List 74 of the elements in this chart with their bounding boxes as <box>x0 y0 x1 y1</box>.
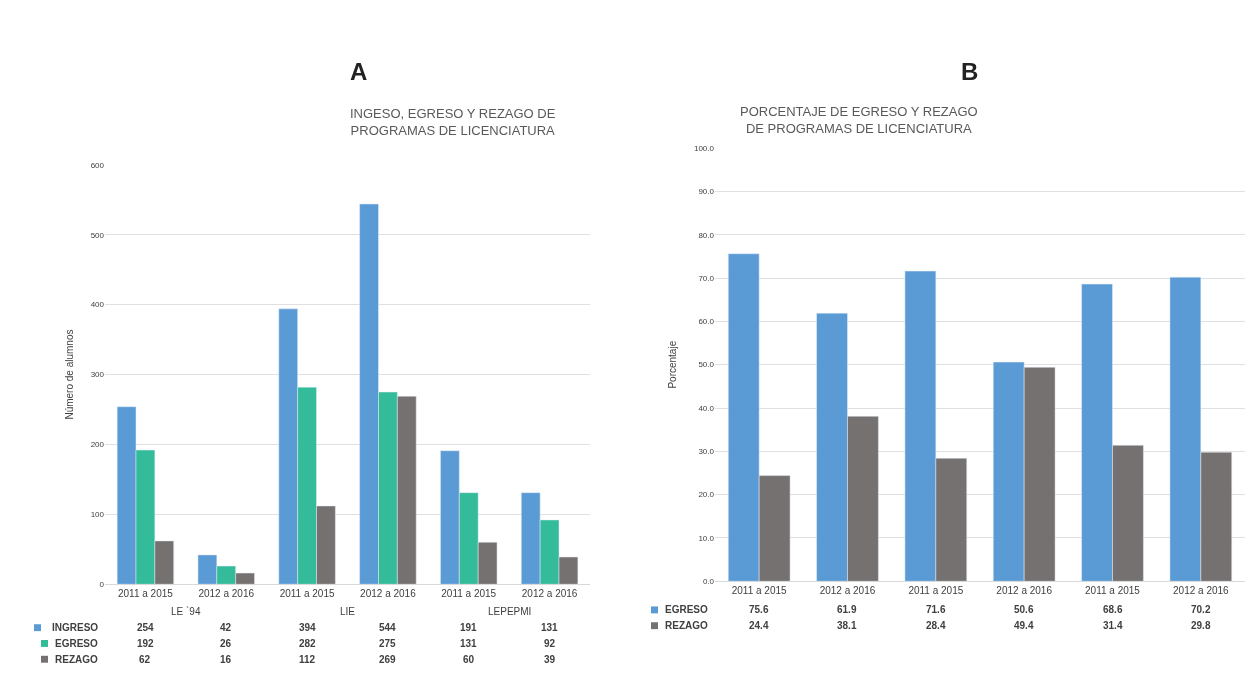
data-label: 16 <box>220 654 232 665</box>
data-label: 38.1 <box>837 620 857 631</box>
y-tick-label: 10.0 <box>698 533 715 543</box>
data-label: 92 <box>544 638 556 649</box>
legend-label: EGRESO <box>665 604 709 615</box>
x-tick-label: 2011 a 2015 <box>908 585 964 597</box>
x-tick-label: 2011 a 2015 <box>731 585 788 597</box>
x-tick-label: 2011 a 2015 <box>117 588 174 600</box>
chart-title: PORCENTAJE DE EGRESO Y REZAGO DE PROGRAMAS DE LICENCIATURA <box>740 104 978 136</box>
data-label: 254 <box>137 622 155 633</box>
data-label: 112 <box>299 654 316 665</box>
y-tick-label: 50.0 <box>698 360 715 370</box>
x-tick-label: 2012 a 2016 <box>360 588 417 600</box>
y-axis-title: Porcentaje <box>666 340 678 389</box>
data-label: 131 <box>460 638 478 649</box>
text: LE `94 <box>171 606 201 617</box>
text: A <box>350 58 368 85</box>
text: B <box>961 58 979 85</box>
data-label: 68.6 <box>1103 604 1123 615</box>
x-tick-label: 2011 a 2015 <box>441 588 497 600</box>
data-label: 544 <box>379 622 397 633</box>
data-label: 394 <box>299 622 317 633</box>
x-tick-label: 2012 a 2016 <box>996 585 1053 597</box>
y-tick-label: 400 <box>90 300 105 310</box>
data-label: 29.8 <box>1191 620 1211 631</box>
data-label: 71.6 <box>926 604 946 615</box>
y-tick-label: 80.0 <box>698 230 715 240</box>
data-label: 191 <box>460 622 478 633</box>
data-label: 49.4 <box>1014 620 1034 631</box>
y-tick-label: 70.0 <box>698 273 715 283</box>
x-tick-label: 2012 a 2016 <box>1173 585 1230 597</box>
y-tick-label: 100.0 <box>693 143 715 153</box>
y-tick-label: 30.0 <box>698 447 715 457</box>
y-tick-label: 60.0 <box>698 317 715 327</box>
y-tick-label: 0.0 <box>702 577 715 587</box>
text: LEPEPMI <box>488 606 532 617</box>
data-label: 70.2 <box>1191 604 1211 615</box>
x-tick-label: 2012 a 2016 <box>198 588 255 600</box>
data-label: 28.4 <box>926 620 946 631</box>
y-tick-label: 300 <box>90 370 105 380</box>
legend-label: INGRESO <box>52 622 99 633</box>
y-tick-label: 20.0 <box>698 490 715 500</box>
x-tick-label: 2011 a 2015 <box>279 588 335 600</box>
y-tick-label: 90.0 <box>698 187 715 197</box>
data-label: 26 <box>220 638 232 649</box>
x-tick-label: 2011 a 2015 <box>1085 585 1141 597</box>
data-label: 42 <box>220 622 232 633</box>
data-label: 39 <box>544 654 556 665</box>
legend-label: EGRESO <box>55 638 99 649</box>
data-label: 275 <box>379 638 397 649</box>
y-tick-label: 200 <box>90 440 105 450</box>
x-tick-label: 2012 a 2016 <box>819 585 876 597</box>
y-tick-label: 600 <box>90 160 105 170</box>
data-label: 75.6 <box>749 604 769 615</box>
data-label: 62 <box>139 654 151 665</box>
data-label: 60 <box>463 654 475 665</box>
y-tick-label: 40.0 <box>698 403 715 413</box>
data-label: 31.4 <box>1103 620 1123 631</box>
text: LIE <box>340 606 356 617</box>
y-tick-label: 500 <box>90 230 105 240</box>
data-label: 50.6 <box>1014 604 1034 615</box>
data-label: 192 <box>137 638 155 649</box>
data-label: 131 <box>541 622 559 633</box>
y-tick-label: 0 <box>99 580 105 590</box>
data-label: 61.9 <box>837 604 857 615</box>
data-label: 24.4 <box>749 620 769 631</box>
y-tick-label: 100 <box>90 510 105 520</box>
data-label: 282 <box>299 638 317 649</box>
chart-title: INGESO, EGRESO Y REZAGO DE PROGRAMAS DE LICENCIATURA <box>350 106 556 138</box>
data-label: 269 <box>379 654 397 665</box>
legend-label: REZAGO <box>665 620 708 631</box>
x-tick-label: 2012 a 2016 <box>521 588 578 600</box>
legend-label: REZAGO <box>55 654 98 665</box>
y-axis-title: Número de alumnos <box>63 329 75 420</box>
